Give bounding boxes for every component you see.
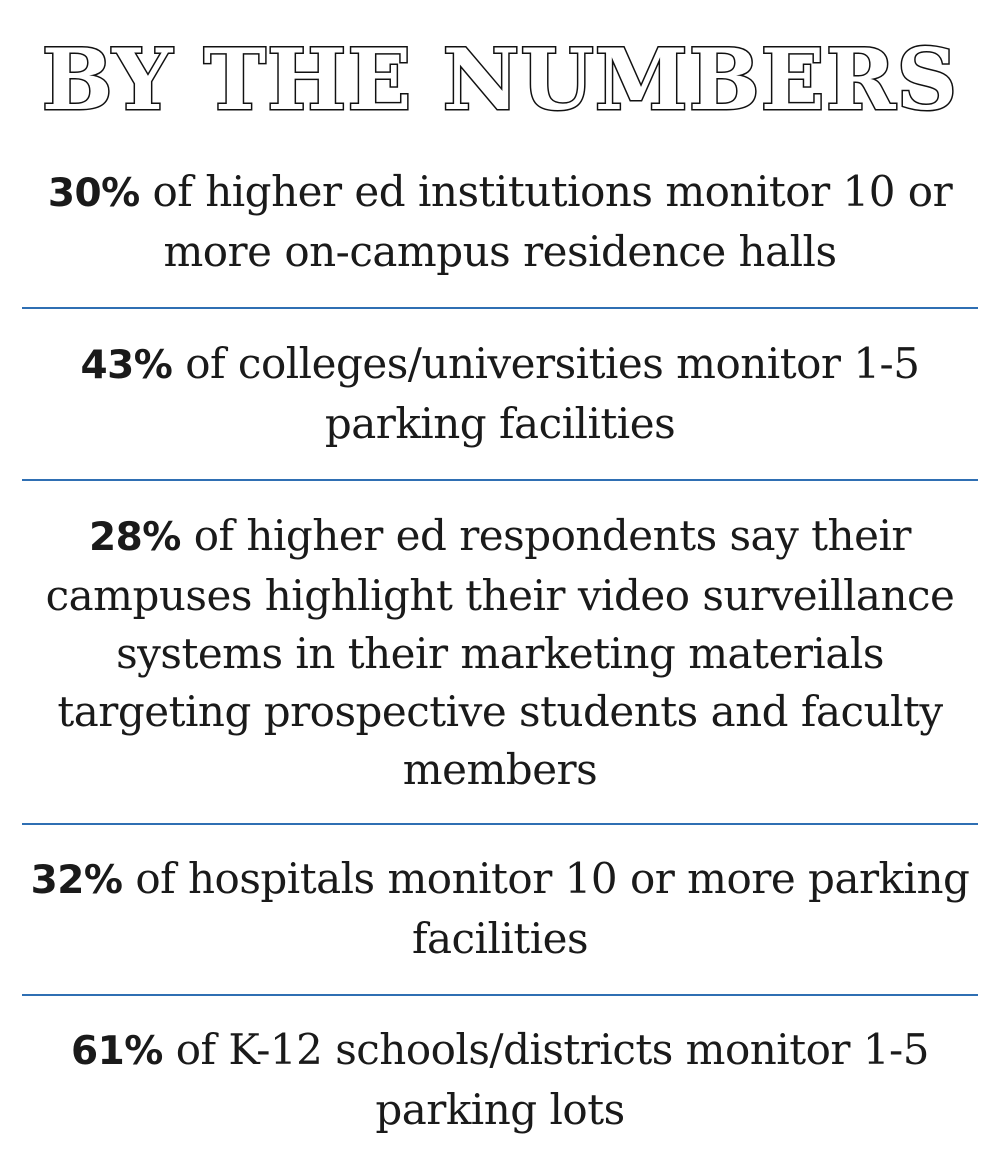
stat-text: of K-12 schools/districts monitor 1-5 pa… [162,1025,930,1134]
stat-percent: 28% [89,515,181,560]
page-title: BY THE NUMBERS [40,29,959,131]
divider [22,994,978,996]
stat-percent: 61% [71,1029,163,1074]
stat-item: 43% of colleges/universities monitor 1-5… [20,335,980,453]
divider [22,823,978,825]
stat-item: 30% of higher ed institutions monitor 10… [20,163,980,281]
stat-percent: 30% [47,171,140,216]
stat-item: 61% of K-12 schools/districts monitor 1-… [20,1021,980,1139]
stat-item: 28% of higher ed respondents say their c… [20,507,980,799]
divider [22,479,978,481]
stat-percent: 32% [30,858,123,903]
stat-text: of higher ed institutions monitor 10 or … [139,167,953,276]
stat-text: of colleges/universities monitor 1-5 par… [172,339,920,448]
divider [22,307,978,309]
stat-text: of higher ed respondents say their campu… [45,511,955,794]
stat-text: of hospitals monitor 10 or more parking … [122,854,970,963]
stat-percent: 43% [80,343,173,388]
stat-item: 32% of hospitals monitor 10 or more park… [20,850,980,968]
